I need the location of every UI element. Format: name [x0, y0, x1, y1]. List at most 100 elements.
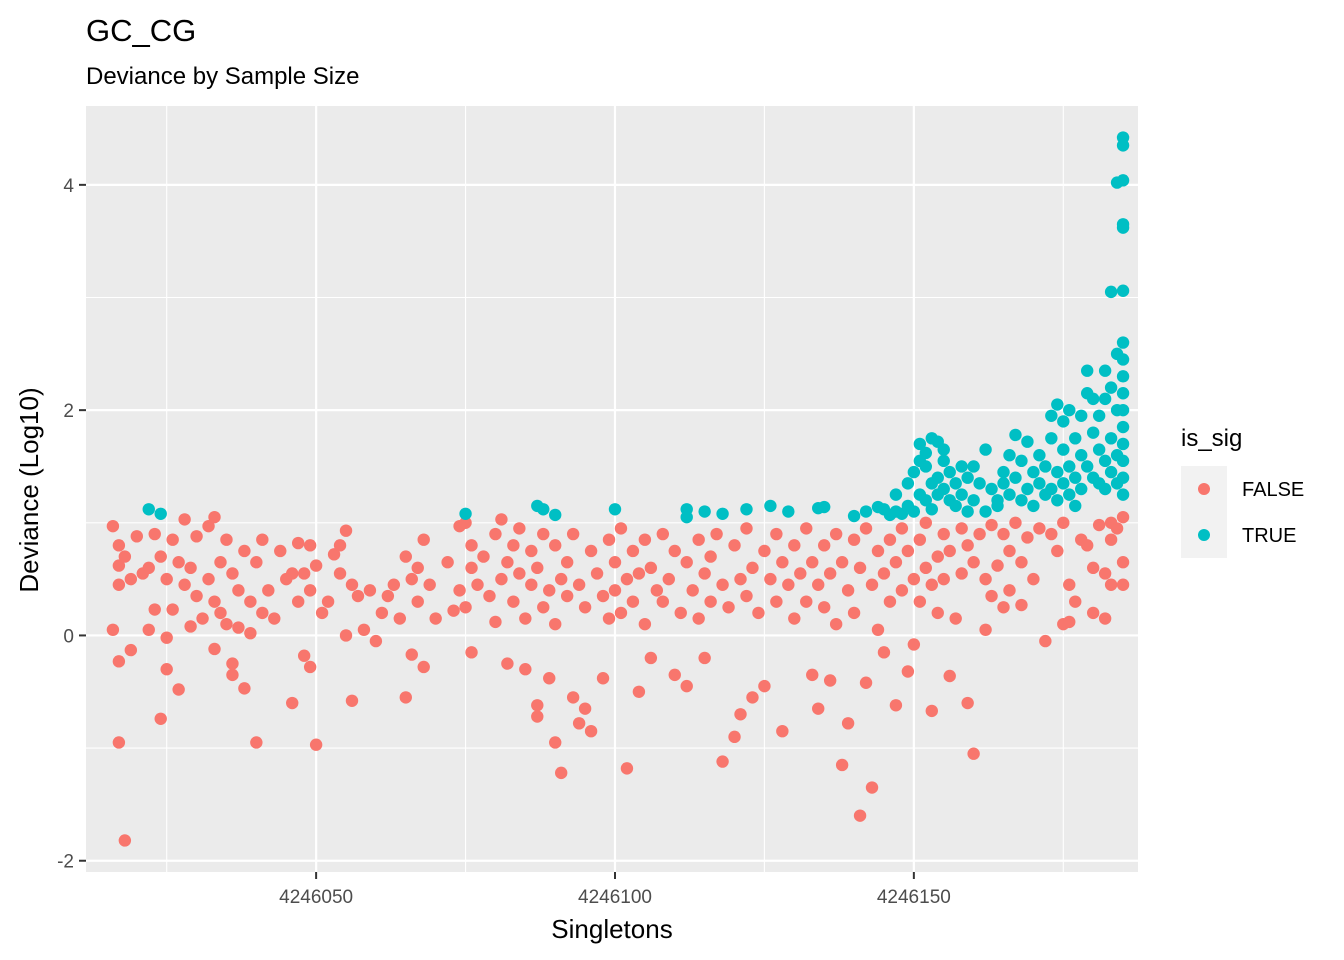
data-point-true — [1092, 409, 1106, 422]
data-point-false — [190, 530, 203, 543]
data-point-false — [704, 550, 717, 563]
data-point-true — [1051, 494, 1064, 507]
data-point-true — [1116, 221, 1130, 234]
data-point-false — [178, 578, 191, 591]
data-point-false — [758, 544, 771, 558]
data-point-false — [835, 758, 849, 772]
data-point-true — [1104, 432, 1118, 445]
data-point-false — [578, 601, 592, 614]
data-point-false — [632, 685, 646, 698]
data-point-false — [130, 530, 144, 543]
data-point-false — [560, 589, 574, 603]
data-point-false — [321, 595, 335, 608]
data-point-false — [447, 604, 460, 617]
data-point-false — [268, 612, 281, 625]
data-point-false — [979, 572, 992, 586]
data-point-false — [172, 683, 185, 696]
data-point-false — [680, 556, 693, 569]
data-point-false — [554, 766, 568, 780]
data-point-false — [465, 646, 478, 659]
data-point-true — [817, 500, 831, 514]
data-point-true — [1063, 460, 1076, 473]
data-point-false — [1098, 567, 1112, 580]
data-point-false — [955, 567, 968, 580]
data-point-false — [303, 539, 317, 552]
data-point-false — [895, 584, 909, 597]
data-point-false — [309, 738, 323, 751]
data-point-false — [973, 527, 986, 541]
data-point-false — [489, 527, 502, 541]
data-point-false — [901, 665, 915, 678]
data-point-false — [465, 561, 478, 575]
data-point-false — [124, 572, 138, 586]
data-point-false — [369, 634, 383, 648]
data-point-true — [1015, 494, 1028, 507]
data-point-false — [220, 617, 233, 631]
data-point-false — [1110, 522, 1124, 535]
data-point-false — [602, 533, 616, 546]
data-point-false — [411, 595, 424, 608]
data-point-true — [1039, 460, 1052, 473]
data-point-false — [572, 717, 586, 730]
data-point-false — [949, 612, 962, 625]
data-point-false — [537, 527, 550, 541]
chart-title: GC_CG — [86, 13, 196, 48]
data-point-false — [692, 612, 705, 625]
data-point-false — [716, 755, 729, 768]
data-point-false — [674, 606, 687, 620]
data-point-false — [620, 572, 634, 586]
data-point-false — [638, 617, 652, 631]
data-point-false — [495, 572, 508, 586]
data-point-false — [925, 578, 938, 591]
data-point-true — [142, 503, 155, 516]
data-point-true — [740, 503, 753, 516]
data-point-false — [549, 736, 562, 749]
data-point-true — [1098, 392, 1112, 406]
data-point-false — [106, 623, 120, 637]
data-point-false — [770, 595, 783, 608]
data-point-false — [680, 679, 693, 693]
data-point-true — [1003, 449, 1016, 462]
data-point-false — [112, 655, 126, 668]
data-point-false — [465, 539, 478, 552]
data-point-false — [166, 533, 179, 546]
data-point-false — [543, 584, 556, 597]
data-point-true — [1069, 499, 1082, 513]
data-point-false — [244, 595, 257, 608]
data-point-true — [698, 505, 711, 518]
data-point-true — [1009, 428, 1022, 442]
data-point-false — [1003, 584, 1016, 597]
data-point-false — [907, 638, 921, 651]
data-point-false — [525, 578, 538, 591]
data-point-false — [776, 724, 789, 738]
data-point-true — [967, 494, 980, 507]
data-point-false — [286, 696, 299, 710]
data-point-true — [1116, 488, 1130, 501]
data-point-false — [614, 606, 628, 620]
data-point-false — [208, 510, 221, 524]
data-point-true — [1080, 364, 1094, 377]
data-point-false — [1104, 578, 1118, 591]
data-point-false — [883, 595, 897, 608]
data-point-false — [459, 516, 472, 529]
data-point-false — [154, 712, 167, 725]
data-point-false — [806, 668, 819, 682]
data-point-false — [997, 601, 1010, 614]
data-point-false — [417, 660, 430, 674]
data-point-true — [1086, 426, 1100, 439]
data-point-false — [1003, 544, 1016, 558]
data-point-true — [979, 443, 992, 456]
data-point-false — [788, 539, 801, 552]
data-point-false — [794, 567, 807, 580]
data-point-false — [668, 544, 681, 558]
data-point-false — [1069, 595, 1082, 608]
data-point-false — [704, 595, 717, 608]
data-point-false — [1086, 606, 1100, 620]
data-point-false — [596, 589, 610, 603]
data-point-false — [423, 578, 436, 591]
data-point-false — [417, 533, 430, 546]
data-point-true — [919, 446, 933, 460]
data-point-false — [549, 539, 562, 552]
data-point-false — [405, 572, 418, 586]
